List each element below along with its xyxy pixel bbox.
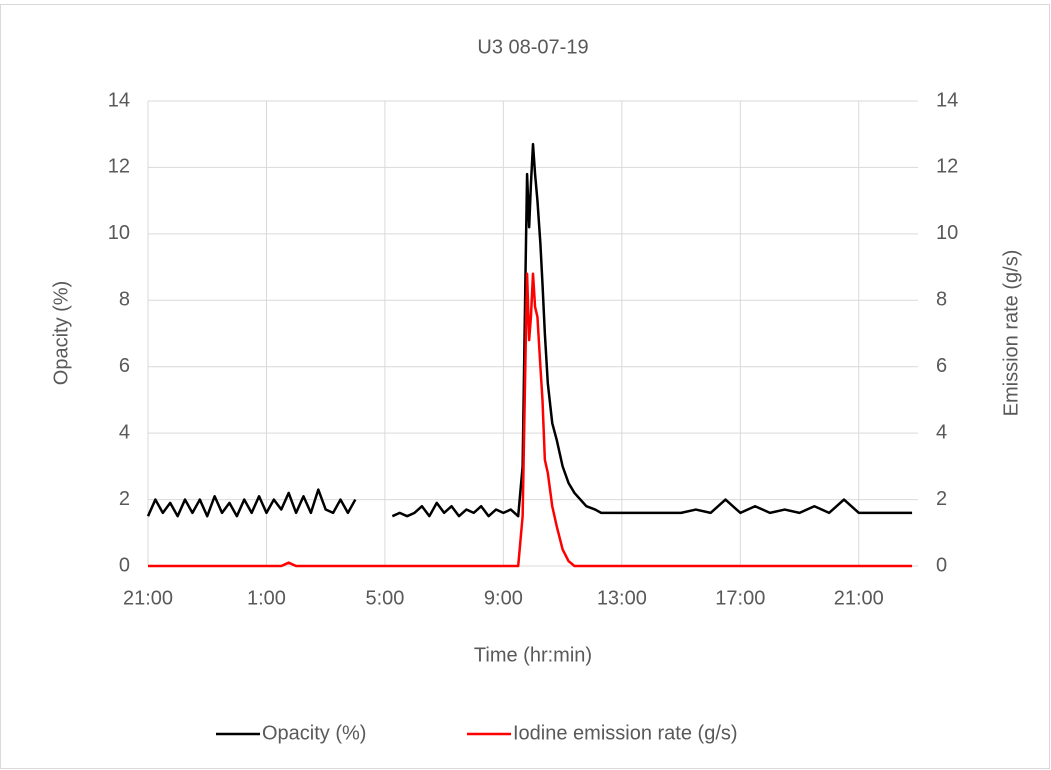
y2-tick-label: 10: [936, 222, 958, 244]
y2-tick-label: 0: [936, 554, 947, 576]
chart-title: U3 08-07-19: [477, 36, 588, 58]
y2-axis-title: Emission rate (g/s): [1000, 250, 1022, 417]
data-line: [148, 272, 913, 568]
x-tick-label: 5:00: [365, 587, 404, 609]
x-tick-label: 9:00: [484, 587, 523, 609]
y-tick-label: 14: [108, 89, 130, 111]
y2-tick-label: 8: [936, 289, 947, 311]
y2-tick-label: 12: [936, 156, 958, 178]
y-tick-label: 8: [119, 289, 130, 311]
y-tick-label: 2: [119, 488, 130, 510]
x-axis-title: Time (hr:min): [474, 644, 592, 666]
y-tick-label: 10: [108, 222, 130, 244]
x-tick-label: 17:00: [715, 587, 765, 609]
y2-tick-label: 2: [936, 488, 947, 510]
x-tick-label: 21:00: [123, 587, 173, 609]
x-tick-label: 21:00: [834, 587, 884, 609]
x-tick-label: 1:00: [247, 587, 286, 609]
x-tick-label: 13:00: [597, 587, 647, 609]
y-tick-label: 0: [119, 554, 130, 576]
y2-tick-label: 6: [936, 355, 947, 377]
y-tick-label: 12: [108, 156, 130, 178]
y2-tick-label: 4: [936, 421, 947, 443]
y2-tick-label: 14: [936, 89, 958, 111]
y-tick-label: 4: [119, 421, 130, 443]
legend-label: Opacity (%): [262, 722, 366, 744]
y-tick-label: 6: [119, 355, 130, 377]
legend-label: Iodine emission rate (g/s): [513, 722, 738, 744]
data-line: [146, 142, 913, 518]
y-axis-title: Opacity (%): [50, 281, 72, 385]
